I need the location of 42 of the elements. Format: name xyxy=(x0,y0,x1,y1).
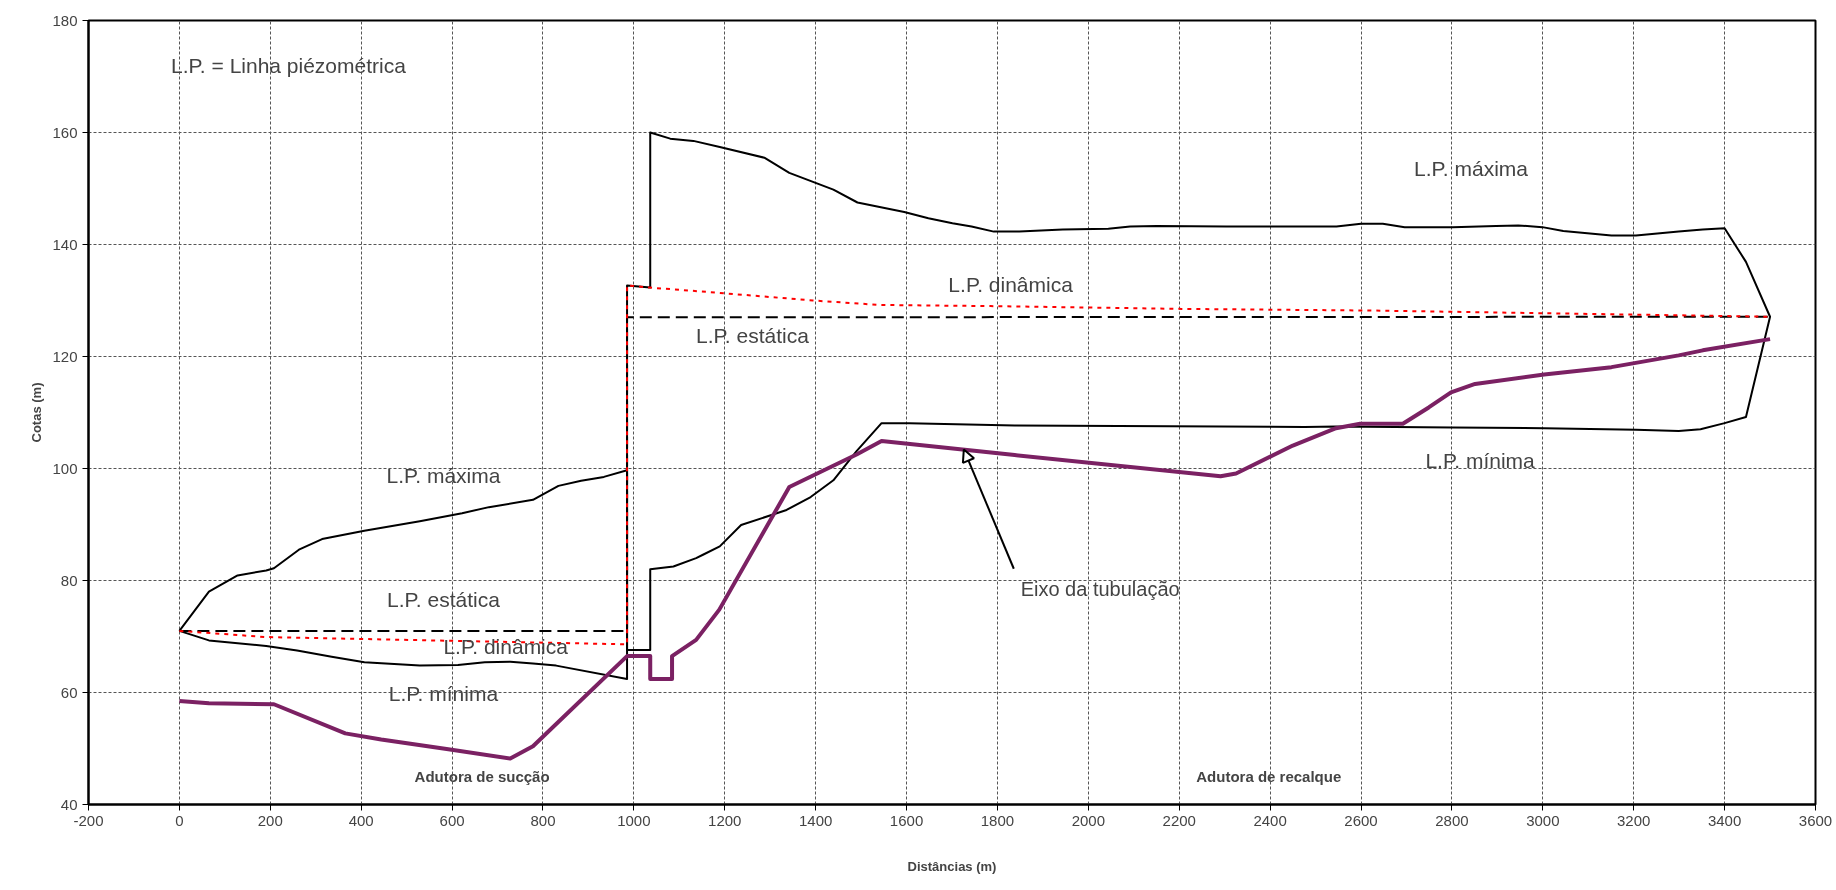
x-tick-label: -200 xyxy=(73,811,104,829)
annotation: L.P. = Linha piézométrica xyxy=(171,53,407,77)
annotation: L.P. estática xyxy=(387,588,501,612)
x-tick-label: 1400 xyxy=(798,811,833,829)
x-tick-label: 2600 xyxy=(1344,811,1378,829)
x-tick-label: 1200 xyxy=(708,811,742,829)
y-tick-label: 160 xyxy=(52,123,78,141)
annotation: L.P. máxima xyxy=(1414,157,1529,181)
annotation: Adutora de sucção xyxy=(414,768,550,785)
x-tick-label: 3200 xyxy=(1617,811,1651,829)
x-tick-label: 3400 xyxy=(1707,811,1742,829)
y-tick-label: 120 xyxy=(52,347,78,365)
x-tick-label: 2000 xyxy=(1071,811,1106,829)
annotation: L.P. dinâmica xyxy=(443,635,569,659)
x-tick-label: 3000 xyxy=(1526,811,1560,829)
annotation: L.P. mínima xyxy=(1425,449,1536,473)
x-tick-label: 0 xyxy=(175,811,184,829)
x-tick-label: 1600 xyxy=(889,811,924,829)
y-tick-label: 180 xyxy=(52,11,78,29)
x-tick-label: 1000 xyxy=(617,811,651,829)
annotation: L.P. dinâmica xyxy=(948,273,1074,297)
x-tick-label: 1800 xyxy=(980,811,1015,829)
x-tick-label: 800 xyxy=(530,811,556,829)
x-tick-label: 400 xyxy=(348,811,374,829)
annotation: L.P. mínima xyxy=(388,682,499,706)
x-tick-label: 2200 xyxy=(1162,811,1196,829)
y-tick-label: 40 xyxy=(60,795,78,813)
x-axis-title: Distâncias (m) xyxy=(907,858,997,874)
annotation: Adutora de recalque xyxy=(1196,768,1342,785)
x-tick-label: 2800 xyxy=(1435,811,1469,829)
annotation: L.P. máxima xyxy=(386,464,501,488)
annotation: Eixo da tubulação xyxy=(1020,578,1180,601)
y-tick-label: 60 xyxy=(60,683,78,701)
x-tick-label: 200 xyxy=(257,811,283,829)
x-tick-label: 3600 xyxy=(1798,811,1833,829)
y-tick-label: 80 xyxy=(60,571,78,589)
x-tick-label: 2400 xyxy=(1253,811,1287,829)
annotation: L.P. estática xyxy=(696,323,810,347)
y-tick-label: 140 xyxy=(52,235,78,253)
y-tick-label: 100 xyxy=(52,459,78,477)
x-tick-label: 600 xyxy=(439,811,465,829)
y-axis-title: Cotas (m) xyxy=(29,382,45,443)
